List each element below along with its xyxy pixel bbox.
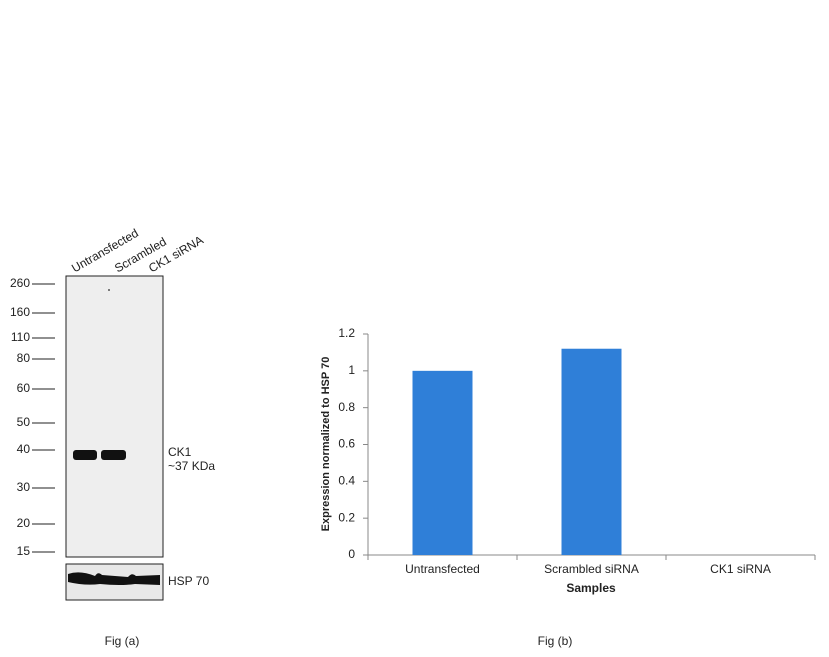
y-tick-label: 0.2 bbox=[338, 510, 355, 524]
band bbox=[101, 450, 126, 460]
y-tick-label: 0.4 bbox=[338, 474, 355, 488]
marker-label: 50 bbox=[17, 415, 31, 429]
marker-label: 20 bbox=[17, 516, 31, 530]
blot-membrane bbox=[65, 275, 164, 558]
speck bbox=[108, 289, 110, 291]
target-label: CK1 bbox=[168, 445, 192, 459]
bar bbox=[412, 370, 473, 555]
y-tick-label: 1.2 bbox=[338, 326, 355, 340]
x-tick-label: Untransfected bbox=[405, 562, 480, 576]
marker-label: 160 bbox=[10, 305, 30, 319]
marker-label: 110 bbox=[11, 330, 30, 344]
x-tick-label: CK1 siRNA bbox=[710, 562, 771, 576]
caption: Fig (a) bbox=[105, 634, 140, 648]
band bbox=[68, 572, 160, 585]
y-tick-label: 0.8 bbox=[338, 400, 355, 414]
band bbox=[73, 450, 97, 460]
control-label: HSP 70 bbox=[168, 574, 209, 588]
y-tick-label: 0 bbox=[348, 547, 355, 561]
caption: Fig (b) bbox=[538, 634, 573, 648]
y-tick-label: 1 bbox=[348, 363, 355, 377]
marker-label: 15 bbox=[17, 544, 31, 558]
x-tick-label: Scrambled siRNA bbox=[544, 562, 639, 576]
y-axis-label: Expression normalized to HSP 70 bbox=[320, 357, 332, 532]
bar bbox=[561, 348, 622, 555]
marker-label: 30 bbox=[17, 480, 31, 494]
target-size: ~37 KDa bbox=[168, 459, 215, 473]
marker-label: 80 bbox=[17, 351, 31, 365]
marker-ladder: 260 160 110 80 60 50 40 30 20 15 bbox=[10, 276, 55, 558]
marker-label: 260 bbox=[10, 276, 30, 290]
marker-label: 60 bbox=[17, 381, 31, 395]
y-tick-label: 0.6 bbox=[338, 437, 355, 451]
x-axis-label: Samples bbox=[566, 581, 616, 595]
marker-label: 40 bbox=[17, 442, 31, 456]
